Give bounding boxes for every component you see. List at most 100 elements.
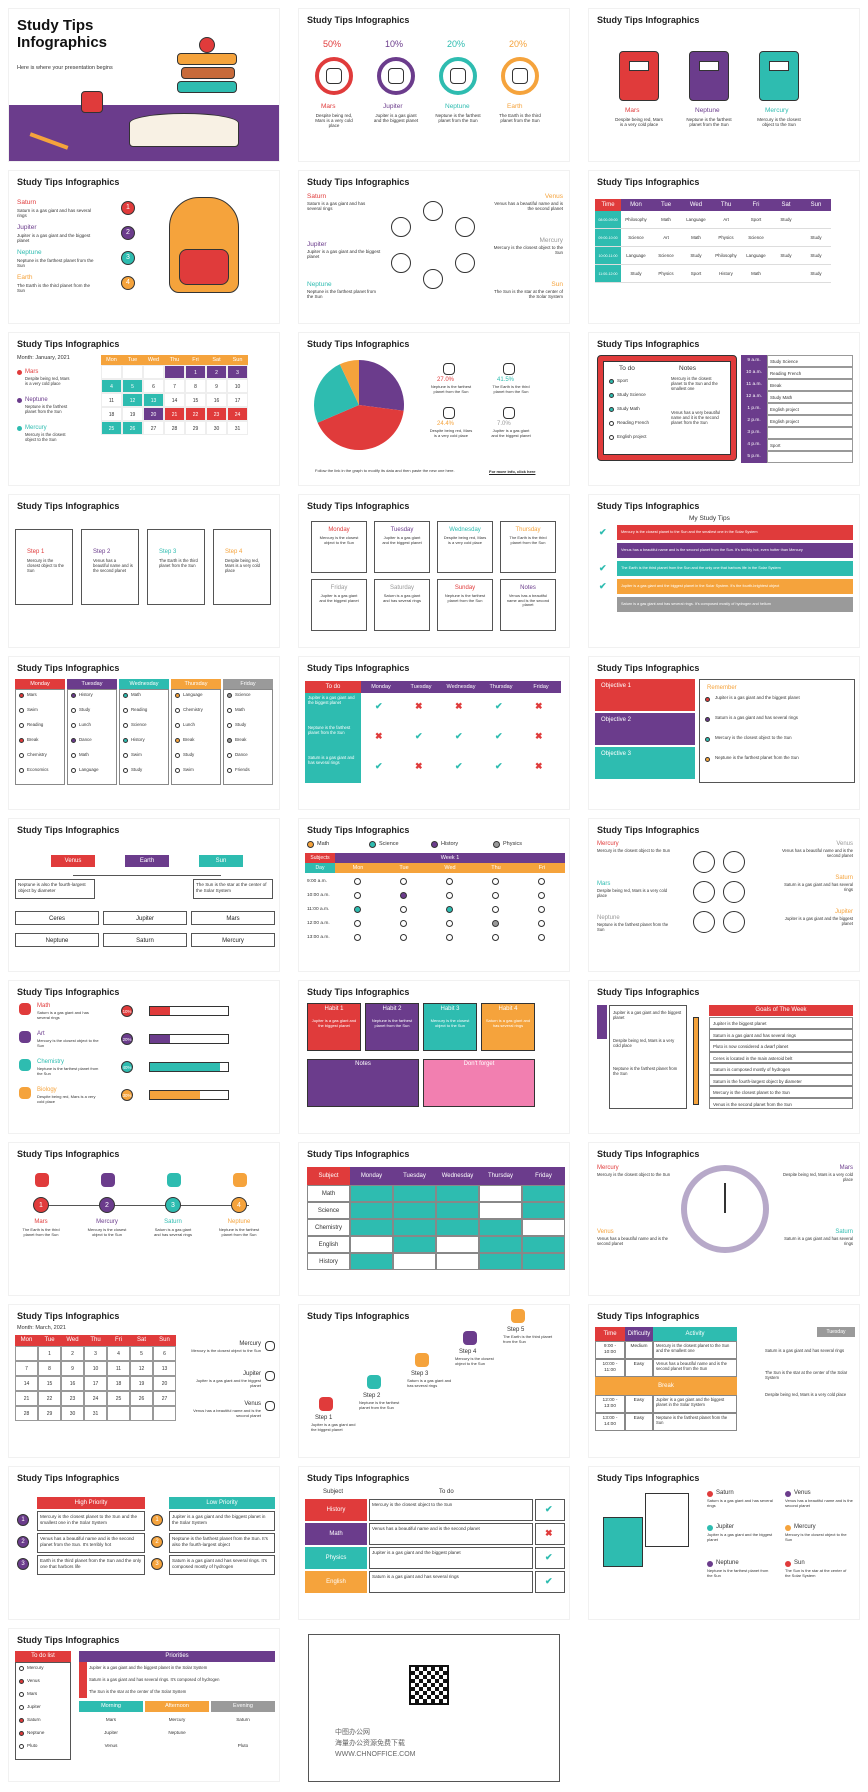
calendar-day[interactable]: 15 [38, 1376, 61, 1391]
check-box[interactable] [535, 1499, 565, 1521]
calendar-day[interactable]: 28 [15, 1406, 38, 1421]
calendar-day[interactable] [130, 1406, 153, 1421]
slide-29[interactable]: Study Tips Infographics Saturn Saturn is a… [588, 1466, 860, 1620]
calendar-day[interactable]: 2 [61, 1346, 84, 1361]
calendar-day[interactable]: 17 [227, 393, 248, 407]
calendar-day[interactable]: 3 [227, 365, 248, 379]
schedule-cell[interactable] [479, 1219, 522, 1236]
calendar-day[interactable] [107, 1406, 130, 1421]
schedule-cell[interactable] [393, 1185, 436, 1202]
schedule-cell[interactable] [350, 1253, 393, 1270]
slide-26[interactable]: Study Tips Infographics Time Difficulty Act… [588, 1304, 860, 1458]
slide-10[interactable]: Study Tips Infographics Monday Mercury is … [298, 494, 570, 648]
slide-21[interactable]: Study Tips Infographics 1 Mars The Earth is… [8, 1142, 280, 1296]
calendar-day[interactable] [15, 1346, 38, 1361]
calendar-day[interactable]: 6 [143, 379, 164, 393]
calendar-day[interactable]: 5 [122, 379, 143, 393]
calendar-day[interactable]: 17 [84, 1376, 107, 1391]
slide-25[interactable]: Study Tips Infographics Step 1 Jupiter is … [298, 1304, 570, 1458]
calendar-day[interactable]: 22 [38, 1391, 61, 1406]
calendar-day[interactable] [122, 365, 143, 379]
schedule-cell[interactable] [522, 1236, 565, 1253]
calendar-day[interactable]: 20 [153, 1376, 176, 1391]
calendar-day[interactable]: 20 [143, 407, 164, 421]
calendar-day[interactable]: 23 [206, 407, 227, 421]
slide-27[interactable]: Study Tips Infographics High Priority Low … [8, 1466, 280, 1620]
schedule-cell[interactable] [479, 1202, 522, 1219]
calendar-day[interactable]: 29 [38, 1406, 61, 1421]
calendar-day[interactable]: 28 [164, 421, 185, 435]
schedule-cell[interactable] [436, 1236, 479, 1253]
calendar-day[interactable]: 14 [15, 1376, 38, 1391]
calendar-day[interactable]: 14 [164, 393, 185, 407]
schedule-cell[interactable] [393, 1202, 436, 1219]
slide-24[interactable]: Study Tips Infographics Month: March, 202… [8, 1304, 280, 1458]
calendar-day[interactable]: 19 [130, 1376, 153, 1391]
calendar-day[interactable]: 4 [107, 1346, 130, 1361]
check-box[interactable] [535, 1571, 565, 1593]
schedule-cell[interactable] [436, 1185, 479, 1202]
slide-12[interactable]: Study Tips Infographics Monday Mars Swim Rea… [8, 656, 280, 810]
calendar-day[interactable]: 12 [130, 1361, 153, 1376]
calendar-day[interactable]: 7 [15, 1361, 38, 1376]
slide-3[interactable]: Study Tips Infographics Saturn Saturn is a… [8, 170, 280, 324]
calendar-day[interactable]: 12 [122, 393, 143, 407]
calendar-day[interactable]: 24 [84, 1391, 107, 1406]
slide-11[interactable]: Study Tips Infographics My Study Tips Merc… [588, 494, 860, 648]
schedule-cell[interactable] [393, 1219, 436, 1236]
calendar-day[interactable]: 27 [153, 1391, 176, 1406]
calendar-day[interactable] [101, 365, 122, 379]
calendar-day[interactable]: 21 [164, 407, 185, 421]
slide-2[interactable]: Study Tips Infographics Mars Despite being… [588, 8, 860, 162]
schedule-cell[interactable] [350, 1219, 393, 1236]
slide-17[interactable]: Study Tips Infographics Mercury Mercury is… [588, 818, 860, 972]
schedule-cell[interactable] [350, 1202, 393, 1219]
slide-9[interactable]: Study Tips Infographics Step 1 Mercury is … [8, 494, 280, 648]
calendar-day[interactable]: 8 [38, 1361, 61, 1376]
calendar-day[interactable]: 29 [185, 421, 206, 435]
calendar-day[interactable]: 25 [107, 1391, 130, 1406]
calendar-day[interactable]: 26 [130, 1391, 153, 1406]
schedule-cell[interactable] [522, 1202, 565, 1219]
calendar-day[interactable]: 13 [143, 393, 164, 407]
calendar-day[interactable]: 16 [61, 1376, 84, 1391]
slide-7[interactable]: Study Tips Infographics 27.0% Neptune is t… [298, 332, 570, 486]
slide-0[interactable]: Study Tips Infographics Here is where you… [8, 8, 280, 162]
calendar-day[interactable]: 27 [143, 421, 164, 435]
calendar-day[interactable]: 9 [61, 1361, 84, 1376]
calendar-day[interactable]: 4 [101, 379, 122, 393]
schedule-cell[interactable] [522, 1219, 565, 1236]
calendar-day[interactable]: 24 [227, 407, 248, 421]
calendar-day[interactable]: 11 [107, 1361, 130, 1376]
schedule-cell[interactable] [436, 1253, 479, 1270]
schedule-cell[interactable] [436, 1219, 479, 1236]
calendar-day[interactable]: 2 [206, 365, 227, 379]
calendar-day[interactable]: 18 [107, 1376, 130, 1391]
slide-30[interactable]: Study Tips Infographics To do list Mercury… [8, 1628, 280, 1782]
slide-22[interactable]: Study Tips Infographics Subject Monday Tues… [298, 1142, 570, 1296]
calendar-day[interactable] [143, 365, 164, 379]
slide-4[interactable]: Study Tips Infographics Saturn Saturn is a… [298, 170, 570, 324]
more-info-link[interactable]: For more info, click here [489, 469, 536, 474]
calendar-day[interactable]: 9 [206, 379, 227, 393]
check-box[interactable] [535, 1547, 565, 1569]
schedule-cell[interactable] [522, 1253, 565, 1270]
schedule-cell[interactable] [479, 1236, 522, 1253]
slide-16[interactable]: Study Tips Infographics Math Science Histor… [298, 818, 570, 972]
calendar-day[interactable]: 21 [15, 1391, 38, 1406]
calendar-day[interactable]: 8 [185, 379, 206, 393]
calendar-day[interactable]: 31 [84, 1406, 107, 1421]
schedule-cell[interactable] [350, 1185, 393, 1202]
calendar-day[interactable]: 25 [101, 421, 122, 435]
calendar-day[interactable]: 6 [153, 1346, 176, 1361]
slide-23[interactable]: Study Tips Infographics Mercury Mercury is… [588, 1142, 860, 1296]
slide-1[interactable]: Study Tips Infographics 50% Mars Despite be… [298, 8, 570, 162]
calendar-day[interactable]: 22 [185, 407, 206, 421]
calendar-day[interactable] [153, 1406, 176, 1421]
schedule-cell[interactable] [479, 1185, 522, 1202]
calendar-day[interactable]: 10 [84, 1361, 107, 1376]
slide-19[interactable]: Study Tips Infographics Habit 1 Jupiter is… [298, 980, 570, 1134]
calendar-day[interactable]: 15 [185, 393, 206, 407]
slide-20[interactable]: Study Tips Infographics Jupiter is a gas … [588, 980, 860, 1134]
schedule-cell[interactable] [350, 1236, 393, 1253]
